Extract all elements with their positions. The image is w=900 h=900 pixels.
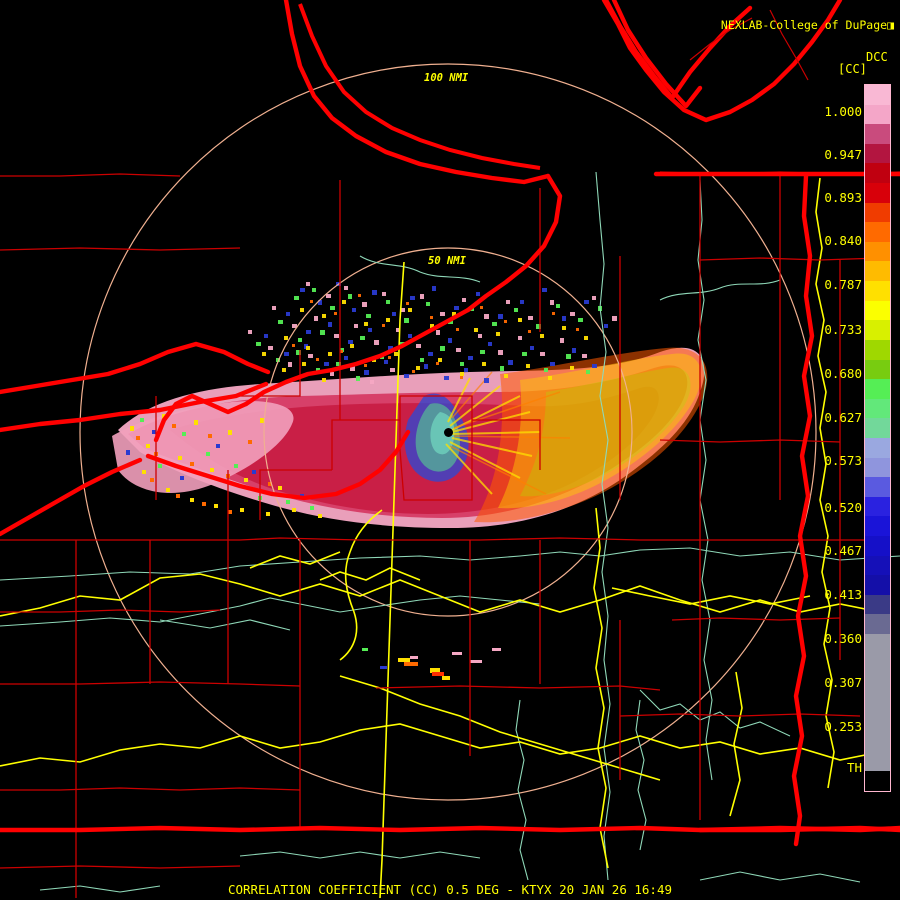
state-borders-shoreline-layer — [0, 0, 900, 847]
range-rings — [79, 63, 817, 801]
reflectivity-echo-field — [112, 282, 708, 680]
lake-outline-layer — [298, 3, 541, 170]
north-detail-lines — [689, 9, 809, 81]
range-ring-50nmi — [263, 247, 633, 617]
range-ring-label-50nmi: 50 NMI — [428, 255, 466, 267]
range-ring-100nmi — [79, 63, 817, 801]
credit-logo-icon: ◨ — [887, 18, 894, 32]
echo-site-rosette — [404, 371, 571, 495]
echo-north-speckle — [248, 282, 617, 384]
radar-site-marker — [444, 428, 453, 437]
status-bar: CORRELATION COEFFICIENT (CC) 0.5 DEG - K… — [227, 882, 672, 897]
echo-scattered-south — [362, 648, 501, 680]
rivers-layer — [0, 171, 900, 893]
echo-east-fringe — [474, 347, 708, 523]
nexlab-credit: NEXLAB-College of DuPage◨ — [693, 4, 894, 46]
highways-layer — [0, 177, 881, 899]
credit-text: NEXLAB-College of DuPage — [720, 18, 888, 32]
range-ring-label-100nmi: 100 NMI — [424, 72, 469, 84]
